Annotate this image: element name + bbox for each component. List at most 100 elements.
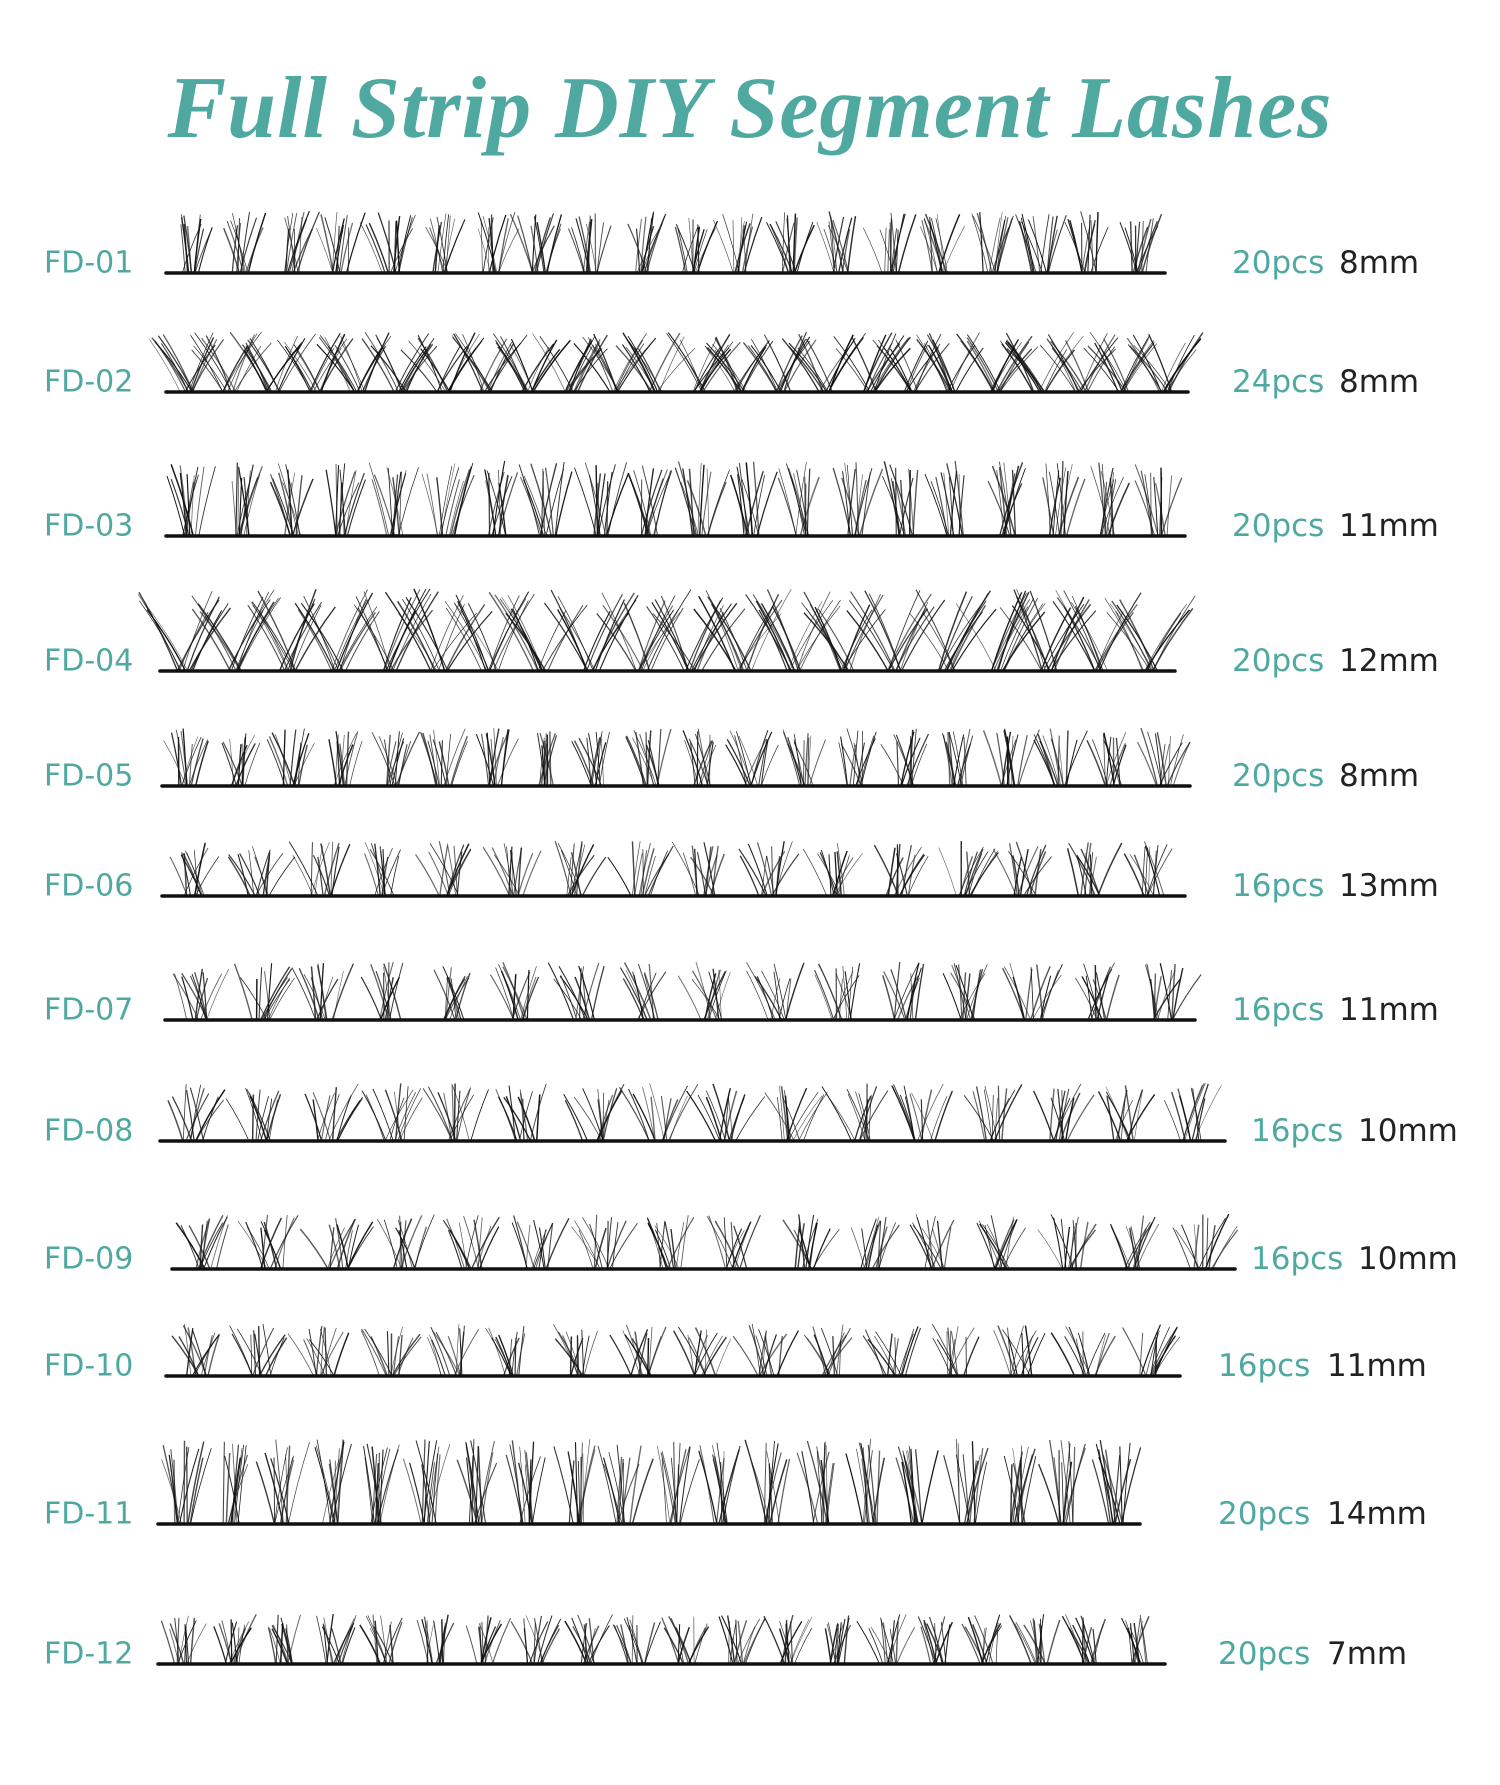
lash-fiber [497, 738, 519, 787]
lash-fiber [361, 1330, 380, 1377]
lash-fiber [188, 739, 208, 787]
lash-fiber [453, 466, 472, 537]
lash-fiber [437, 213, 447, 274]
product-code: FD-02 [44, 364, 134, 400]
lash-fiber [606, 1220, 627, 1270]
lash-fiber [1160, 743, 1170, 787]
lash-fiber [688, 468, 695, 537]
lash-fiber [729, 1621, 737, 1665]
lash-fiber [582, 1453, 584, 1525]
lash-fiber [699, 1445, 715, 1525]
lash-fiber [417, 337, 449, 393]
lash-fiber [656, 1222, 661, 1270]
lash-fiber [987, 480, 1011, 537]
lash-fiber [1050, 596, 1085, 672]
lash-fiber [530, 348, 561, 393]
lash-fiber [1131, 1616, 1150, 1665]
lash-fiber [1163, 1100, 1181, 1142]
lash-fiber [1136, 741, 1158, 787]
lash-fiber [765, 1443, 779, 1525]
lash-fiber [508, 846, 513, 897]
lash-fiber [1181, 1224, 1199, 1270]
lash-fiber [284, 342, 317, 393]
lash-fiber [228, 854, 256, 897]
lash-fiber [441, 1619, 444, 1665]
lash-fiber [493, 854, 520, 897]
lash-fiber [170, 732, 183, 787]
lash-fiber [448, 480, 464, 537]
lash-fiber [835, 348, 869, 393]
lash-fiber [340, 341, 366, 393]
lash-fiber [1119, 1446, 1123, 1525]
lash-fiber [746, 970, 769, 1021]
lash-fiber [294, 728, 305, 787]
lash-fiber [333, 970, 344, 1021]
lash-fiber [950, 1325, 959, 1377]
lash-fiber [294, 606, 336, 672]
lash-fiber [566, 854, 595, 897]
lash-fiber [263, 1221, 278, 1270]
lash-fiber [995, 1622, 999, 1665]
lash-fiber [1133, 1089, 1144, 1142]
lash-fiber [598, 594, 639, 672]
lash-fiber [846, 216, 857, 274]
lash-fiber [1018, 220, 1033, 274]
lash-fiber [574, 1442, 578, 1525]
lash-fiber [259, 612, 290, 672]
lash-fiber [619, 967, 648, 1021]
lash-fiber [768, 1463, 774, 1525]
lash-fiber [465, 1446, 478, 1525]
product-length: 10mm [1358, 1113, 1458, 1149]
lash-fiber [1134, 480, 1156, 537]
lash-fiber [936, 213, 945, 274]
product-code: FD-04 [44, 643, 134, 679]
lash-fiber [322, 1458, 340, 1525]
lash-fiber [597, 1445, 617, 1525]
lash-fiber [1090, 1618, 1107, 1665]
lash-fiber [336, 1439, 344, 1525]
lash-fiber [1080, 332, 1108, 393]
lash-fiber [675, 1222, 685, 1270]
lash-fiber [497, 346, 528, 393]
lash-fiber [1136, 1223, 1160, 1270]
lash-fiber [495, 1336, 513, 1377]
lash-fiber [237, 1220, 268, 1270]
lash-fiber [820, 849, 835, 897]
lash-fiber [607, 856, 632, 897]
lash-fiber [615, 345, 653, 393]
lash-fiber [280, 1623, 293, 1665]
lash-fiber [394, 214, 416, 274]
lash-fiber [1092, 1628, 1097, 1665]
lash-fiber [1151, 607, 1194, 672]
lash-fiber [898, 1333, 914, 1377]
lash-fiber [312, 854, 331, 897]
lash-fiber [792, 213, 797, 274]
lash-fiber [383, 963, 402, 1021]
lash-fiber [415, 854, 440, 897]
lash-fiber [1105, 974, 1120, 1021]
lash-fiber [976, 1222, 996, 1270]
lash-fiber [637, 600, 666, 672]
product-quantity: 16pcs [1232, 868, 1325, 904]
lash-fiber [386, 741, 405, 787]
product-code: FD-01 [44, 245, 134, 281]
lash-fiber [432, 221, 443, 274]
lash-fiber [449, 736, 468, 787]
lash-fiber [960, 340, 994, 393]
lash-fiber [1046, 603, 1092, 672]
lash-fiber [672, 1441, 677, 1525]
lash-fiber [1058, 464, 1073, 537]
lash-fiber [146, 609, 187, 672]
lash-fiber [806, 1440, 829, 1525]
lash-fiber [594, 343, 618, 393]
lash-fiber [189, 1617, 196, 1665]
lash-fiber [633, 470, 652, 537]
lash-fiber [334, 345, 361, 393]
lash-fiber [277, 339, 311, 393]
lash-fiber [194, 228, 213, 274]
lash-fiber [596, 473, 606, 537]
lash-fiber [966, 337, 999, 393]
lash-fiber [282, 1214, 288, 1270]
lash-fiber [291, 211, 305, 274]
lash-fiber [180, 217, 190, 274]
